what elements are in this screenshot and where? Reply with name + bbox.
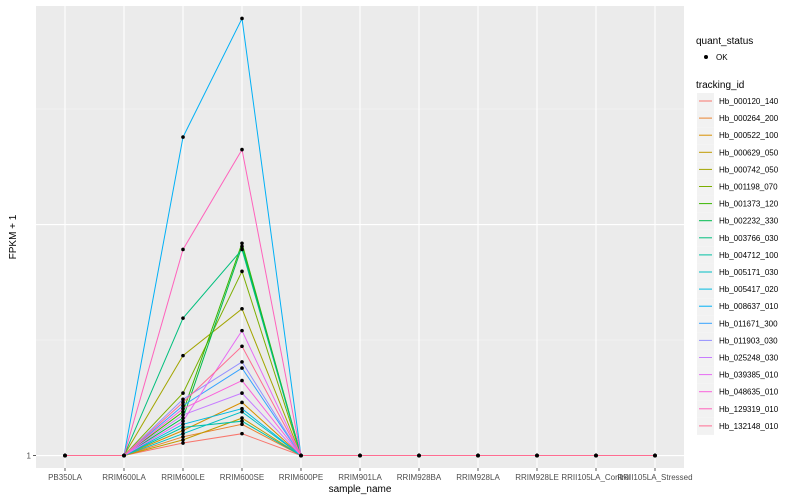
data-point — [240, 247, 244, 252]
data-point — [181, 247, 185, 252]
data-point — [594, 453, 598, 458]
series-points — [63, 16, 657, 458]
x-tick-label: RRIM600SE — [220, 473, 264, 482]
data-point — [240, 147, 244, 152]
legend-tracking-id: tracking_id Hb_000120_140Hb_000264_200Hb… — [696, 80, 779, 435]
data-point — [181, 416, 185, 420]
x-tick-label: RRIM928LA — [456, 473, 500, 482]
legend-label-ok: OK — [716, 53, 728, 62]
x-tick-label: RRIM600PE — [279, 473, 323, 482]
legend-label-Hb_129319_010: Hb_129319_010 — [719, 405, 779, 414]
legend-items: Hb_000120_140 Hb_000264_200 Hb_000522_100 H… — [697, 93, 779, 435]
x-tick-label: RRIM901LA — [338, 473, 382, 482]
data-point — [240, 16, 244, 21]
data-point — [181, 353, 185, 358]
data-point — [240, 416, 244, 420]
legend-label-Hb_000120_140: Hb_000120_140 — [719, 97, 779, 106]
data-point — [181, 406, 185, 411]
x-tick-label: PB350LA — [48, 473, 82, 482]
x-tick-label: RRII105LA_Control — [561, 473, 631, 482]
legend-label-Hb_132148_010: Hb_132148_010 — [719, 422, 779, 431]
x-tick-label: RRII105LA_Stressed — [617, 473, 692, 482]
data-point — [240, 244, 244, 249]
data-point — [181, 403, 185, 408]
legend-label-Hb_011903_030: Hb_011903_030 — [719, 336, 778, 345]
data-point — [181, 316, 185, 320]
data-point — [181, 425, 185, 430]
legend-label-Hb_039385_010: Hb_039385_010 — [719, 371, 779, 380]
x-tick-label: RRIM600LA — [102, 473, 146, 482]
data-point — [240, 391, 244, 395]
data-point — [240, 360, 244, 364]
legend-label-Hb_025248_030: Hb_025248_030 — [719, 354, 779, 363]
data-point — [240, 419, 244, 423]
data-point — [535, 453, 539, 458]
data-point — [240, 269, 244, 274]
legend-label-Hb_048635_010: Hb_048635_010 — [719, 388, 779, 397]
legend-label-Hb_002232_330: Hb_002232_330 — [719, 217, 779, 226]
data-point — [122, 453, 126, 458]
legend-label-Hb_001373_120: Hb_001373_120 — [719, 200, 779, 209]
data-point — [181, 438, 185, 442]
legend-quant-status: quant_status OK — [696, 36, 753, 62]
data-point — [240, 306, 244, 311]
x-tick-label: RRIM928BA — [397, 473, 442, 482]
data-point — [181, 397, 185, 402]
data-point — [240, 366, 244, 370]
data-point — [476, 453, 480, 458]
data-point — [181, 434, 185, 439]
data-point — [240, 328, 244, 333]
data-point — [240, 400, 244, 405]
legend-point-key — [704, 55, 708, 59]
legend-title-tracking-id: tracking_id — [696, 80, 744, 91]
legend-label-Hb_004712_100: Hb_004712_100 — [719, 251, 779, 260]
legend-label-Hb_000264_200: Hb_000264_200 — [719, 114, 779, 123]
legend-label-Hb_000742_050: Hb_000742_050 — [719, 165, 779, 174]
data-point — [181, 391, 185, 395]
data-point — [181, 422, 185, 427]
data-point — [181, 413, 185, 417]
y-axis: 1 — [27, 452, 36, 461]
data-point — [653, 453, 657, 458]
y-axis-title: FPKM + 1 — [8, 214, 19, 259]
data-point — [240, 422, 244, 427]
data-point — [181, 428, 185, 433]
data-point — [240, 406, 244, 411]
data-point — [181, 400, 185, 405]
data-point — [240, 431, 244, 436]
legend-label-Hb_005417_020: Hb_005417_020 — [719, 285, 779, 294]
data-point — [181, 431, 185, 436]
data-point — [181, 135, 185, 139]
legend-title-quant-status: quant_status — [696, 36, 753, 47]
data-point — [417, 453, 421, 458]
legend-label-Hb_000522_100: Hb_000522_100 — [719, 131, 779, 140]
legend-label-Hb_003766_030: Hb_003766_030 — [719, 234, 779, 243]
x-axis: PB350LA RRIM600LA RRIM600LE RRIM600SE RRIM60… — [48, 468, 693, 482]
data-point — [181, 410, 185, 414]
legend-label-Hb_008637_010: Hb_008637_010 — [719, 302, 779, 311]
data-point — [240, 344, 244, 349]
data-point — [181, 419, 185, 423]
data-point — [358, 453, 362, 458]
x-axis-title: sample_name — [329, 484, 392, 495]
data-point — [181, 441, 185, 445]
legend-label-Hb_000629_050: Hb_000629_050 — [719, 148, 779, 157]
data-point — [240, 241, 244, 246]
data-point — [299, 453, 303, 458]
x-tick-label: RRIM928LE — [515, 473, 559, 482]
data-point — [63, 453, 67, 458]
legend-label-Hb_005171_030: Hb_005171_030 — [719, 268, 779, 277]
legend-label-Hb_011671_300: Hb_011671_300 — [719, 319, 778, 328]
data-point — [240, 378, 244, 383]
y-tick-label: 1 — [27, 452, 32, 461]
data-point — [240, 410, 244, 414]
x-tick-label: RRIM600LE — [161, 473, 205, 482]
legend-label-Hb_001198_070: Hb_001198_070 — [719, 183, 778, 192]
